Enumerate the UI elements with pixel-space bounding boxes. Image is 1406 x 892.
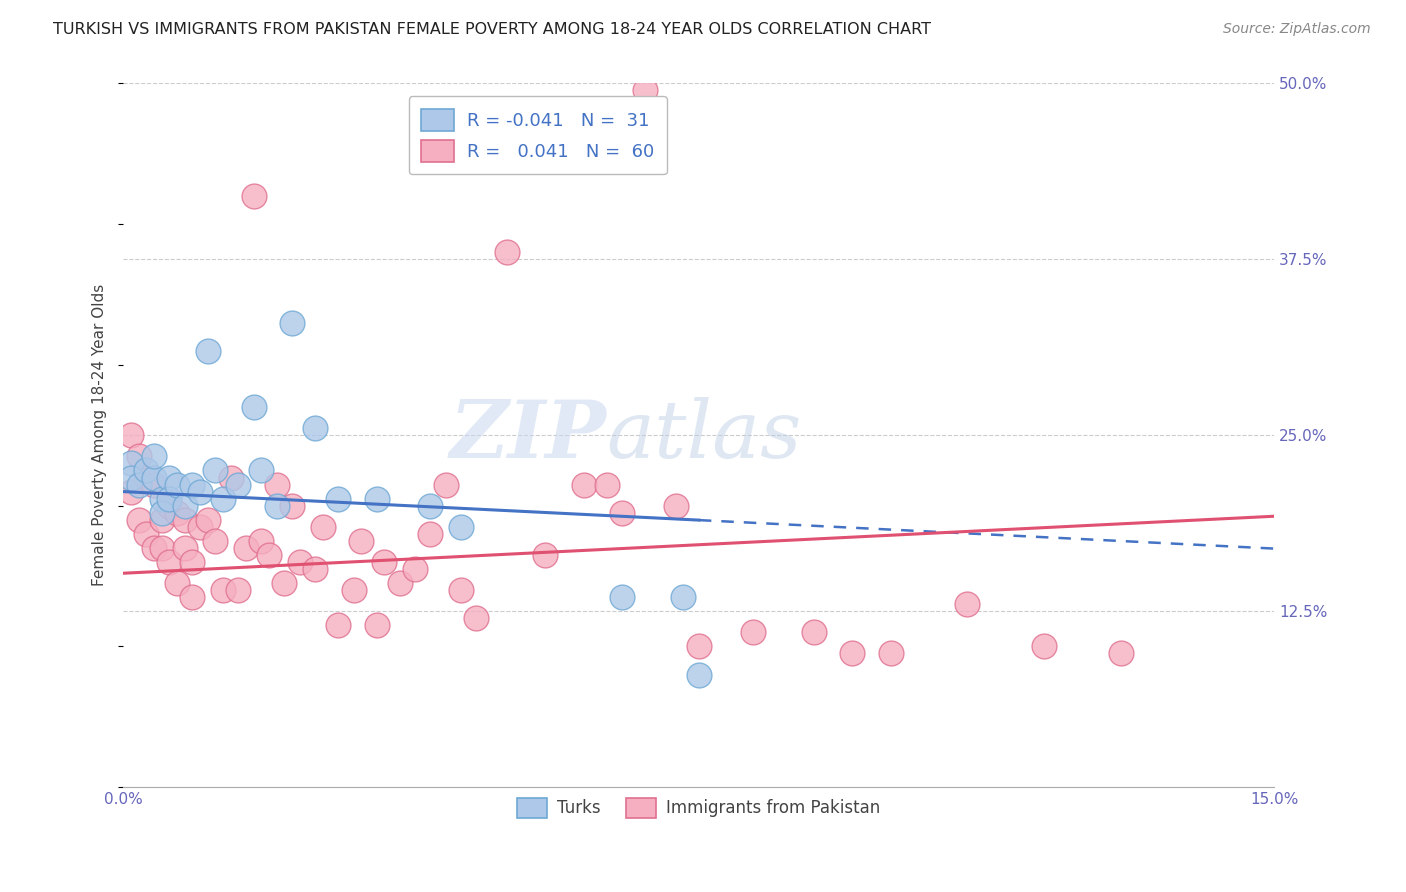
Point [273, 576, 295, 591]
Point [135, 463, 157, 477]
Point [366, 618, 388, 632]
Point [120, 457, 142, 471]
Point [212, 583, 235, 598]
Point [304, 562, 326, 576]
Point [434, 477, 457, 491]
Point [266, 477, 288, 491]
Point [388, 576, 411, 591]
Point [328, 618, 350, 632]
Point [350, 533, 373, 548]
Point [688, 667, 710, 681]
Point [181, 477, 204, 491]
Point [281, 316, 304, 330]
Y-axis label: Female Poverty Among 18-24 Year Olds: Female Poverty Among 18-24 Year Olds [93, 285, 107, 586]
Point [166, 506, 188, 520]
Point [181, 590, 204, 604]
Point [465, 611, 488, 625]
Point [128, 477, 150, 491]
Point [120, 428, 142, 442]
Point [157, 470, 180, 484]
Point [534, 548, 557, 562]
Point [150, 491, 173, 506]
Point [143, 470, 166, 484]
Point [373, 555, 395, 569]
Point [128, 450, 150, 464]
Point [572, 477, 595, 491]
Point [197, 343, 219, 358]
Point [150, 513, 173, 527]
Point [450, 520, 472, 534]
Point [879, 647, 901, 661]
Point [404, 562, 426, 576]
Point [250, 533, 273, 548]
Point [328, 491, 350, 506]
Point [166, 576, 188, 591]
Point [450, 583, 472, 598]
Point [741, 625, 763, 640]
Point [157, 555, 180, 569]
Point [173, 499, 195, 513]
Point [496, 245, 519, 260]
Point [534, 140, 557, 154]
Point [181, 555, 204, 569]
Point [242, 400, 264, 414]
Point [1033, 640, 1056, 654]
Point [228, 583, 250, 598]
Point [157, 491, 180, 506]
Legend: Turks, Immigrants from Pakistan: Turks, Immigrants from Pakistan [510, 791, 887, 824]
Point [204, 533, 226, 548]
Point [135, 470, 157, 484]
Point [143, 450, 166, 464]
Point [235, 541, 257, 555]
Point [219, 470, 242, 484]
Point [250, 463, 273, 477]
Point [188, 520, 211, 534]
Point [1109, 647, 1132, 661]
Point [204, 463, 226, 477]
Point [173, 541, 195, 555]
Text: atlas: atlas [607, 397, 803, 474]
Point [304, 421, 326, 435]
Point [366, 491, 388, 506]
Point [197, 513, 219, 527]
Point [135, 526, 157, 541]
Point [342, 583, 364, 598]
Point [419, 526, 441, 541]
Point [688, 640, 710, 654]
Point [672, 590, 695, 604]
Point [419, 499, 441, 513]
Point [266, 499, 288, 513]
Point [281, 499, 304, 513]
Point [212, 491, 235, 506]
Point [242, 189, 264, 203]
Point [312, 520, 335, 534]
Point [803, 625, 825, 640]
Point [610, 590, 633, 604]
Point [128, 513, 150, 527]
Point [634, 83, 657, 97]
Point [841, 647, 863, 661]
Point [596, 477, 619, 491]
Point [610, 506, 633, 520]
Point [166, 477, 188, 491]
Point [173, 513, 195, 527]
Text: TURKISH VS IMMIGRANTS FROM PAKISTAN FEMALE POVERTY AMONG 18-24 YEAR OLDS CORRELA: TURKISH VS IMMIGRANTS FROM PAKISTAN FEMA… [53, 22, 931, 37]
Point [188, 484, 211, 499]
Point [143, 541, 166, 555]
Point [150, 506, 173, 520]
Point [257, 548, 280, 562]
Point [157, 499, 180, 513]
Point [143, 477, 166, 491]
Point [120, 470, 142, 484]
Point [956, 597, 979, 611]
Point [228, 477, 250, 491]
Point [288, 555, 311, 569]
Point [665, 499, 688, 513]
Point [150, 541, 173, 555]
Text: ZIP: ZIP [450, 397, 607, 474]
Point [120, 484, 142, 499]
Text: Source: ZipAtlas.com: Source: ZipAtlas.com [1223, 22, 1371, 37]
